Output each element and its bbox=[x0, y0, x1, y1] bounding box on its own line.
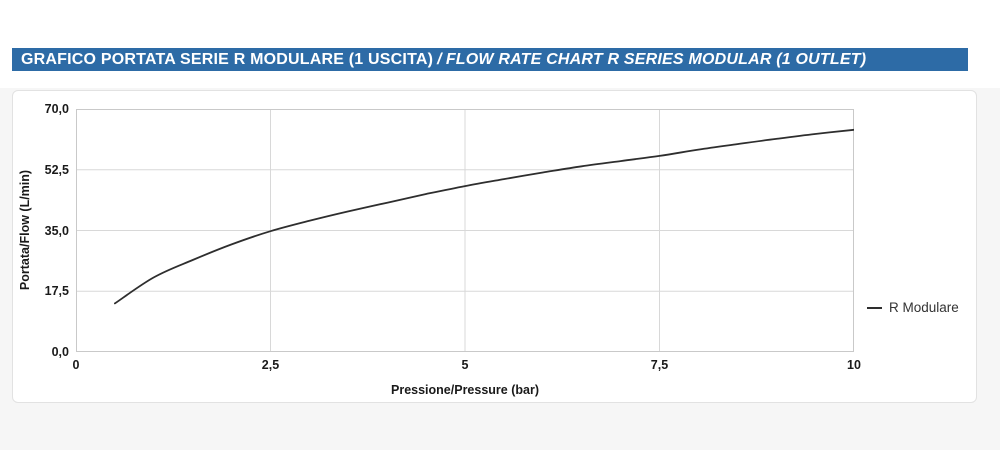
plot-border bbox=[76, 109, 854, 352]
chart-canvas bbox=[76, 109, 854, 352]
title-separator: / bbox=[437, 51, 442, 68]
x-tick-label: 0 bbox=[72, 358, 80, 372]
y-tick-label: 17,5 bbox=[44, 284, 69, 299]
x-tick-label: 7,5 bbox=[650, 358, 669, 372]
title-italian: GRAFICO PORTATA SERIE R MODULARE (1 USCI… bbox=[21, 51, 434, 68]
chart-panel: Portata/Flow (L/min) Pressione/Pressure … bbox=[12, 90, 977, 403]
legend-line-sample bbox=[867, 306, 882, 309]
x-tick-label: 2,5 bbox=[261, 358, 280, 372]
page-background: Portata/Flow (L/min) Pressione/Pressure … bbox=[0, 88, 1000, 450]
legend-label: R Modulare bbox=[889, 300, 959, 315]
y-tick-label: 52,5 bbox=[44, 162, 69, 177]
x-axis-title: Pressione/Pressure (bar) bbox=[391, 383, 539, 397]
y-tick-label: 0,0 bbox=[51, 345, 69, 359]
x-tick-label: 10 bbox=[847, 358, 861, 372]
chart-title-bar: GRAFICO PORTATA SERIE R MODULARE (1 USCI… bbox=[12, 48, 968, 71]
legend: R Modulare bbox=[867, 300, 959, 315]
x-tick-label: 5 bbox=[461, 358, 469, 372]
title-english: FLOW RATE CHART R SERIES MODULAR (1 OUTL… bbox=[445, 51, 867, 68]
plot-area bbox=[76, 109, 854, 352]
series-line-r-modulare bbox=[114, 128, 854, 305]
y-tick-label: 70,0 bbox=[44, 102, 69, 116]
y-tick-label: 35,0 bbox=[44, 223, 69, 238]
